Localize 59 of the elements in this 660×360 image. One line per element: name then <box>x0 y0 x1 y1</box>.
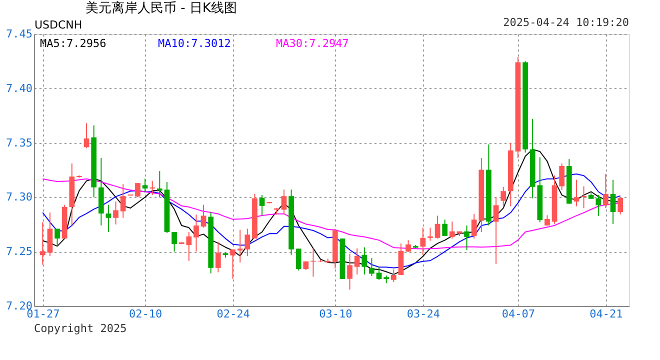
candlestick <box>113 201 118 225</box>
candlestick <box>172 232 177 252</box>
x-tick-label: 01-27 <box>26 308 60 320</box>
candlestick <box>500 186 506 207</box>
candlestick <box>369 258 374 276</box>
x-tick-label: 02-10 <box>128 308 162 320</box>
candlestick <box>406 240 411 252</box>
candlestick <box>544 214 550 226</box>
candlestick <box>194 214 199 252</box>
x-tick-label: 04-21 <box>590 308 623 320</box>
candlestick <box>40 222 46 266</box>
y-tick-label: 7.35 <box>6 136 32 150</box>
text: MA5:7.2956 <box>40 37 106 50</box>
candlestick <box>200 204 206 228</box>
candlestick <box>559 162 565 191</box>
candlestick <box>449 221 455 240</box>
candlestick <box>347 253 352 290</box>
candlestick <box>390 269 396 283</box>
x-tick-label: 04-07 <box>502 308 536 320</box>
candlestick <box>420 227 426 256</box>
candlestick <box>574 179 580 207</box>
candlestick <box>150 180 156 196</box>
candlestick <box>464 224 470 250</box>
candlestick <box>618 197 624 215</box>
text: 2025-04-24 10:19:20 <box>503 16 629 29</box>
candlestick <box>54 228 60 247</box>
candlestick <box>259 194 265 216</box>
candlestick <box>135 182 140 198</box>
candlestick <box>428 227 433 242</box>
candlestick <box>362 246 368 275</box>
candlestick <box>84 122 90 149</box>
text: Copyright 2025 <box>34 322 127 335</box>
candlestick <box>296 248 302 271</box>
candlestick <box>354 248 360 275</box>
text: MA10:7.3012 <box>158 37 231 50</box>
y-tick-label: 7.45 <box>6 28 32 40</box>
candlestick <box>376 266 382 280</box>
y-tick-label: 7.30 <box>6 190 32 204</box>
candlestick <box>493 196 499 265</box>
y-tick-label: 7.40 <box>6 82 32 95</box>
y-axis-title: USDCNH <box>34 18 82 32</box>
x-tick-label: 02-24 <box>216 308 250 320</box>
candlestick <box>442 219 448 236</box>
candlestick <box>281 189 287 216</box>
candlestick <box>142 178 148 192</box>
candlestick <box>610 179 616 224</box>
candlestick <box>434 215 440 240</box>
y-tick-label: 7.25 <box>6 245 32 258</box>
x-tick-label: 03-10 <box>319 308 352 320</box>
candlestick <box>106 204 112 233</box>
candlestick <box>47 212 53 256</box>
text: MA30:7.2947 <box>276 37 349 50</box>
candlestick <box>156 170 162 198</box>
x-tick-label: 03-24 <box>406 308 440 320</box>
candlestick <box>603 174 608 209</box>
candlestick <box>215 241 221 273</box>
chart-title: 美元离岸人民币 - 日K线图 <box>86 0 237 16</box>
candlestick <box>230 248 236 280</box>
candlestick <box>120 184 126 218</box>
